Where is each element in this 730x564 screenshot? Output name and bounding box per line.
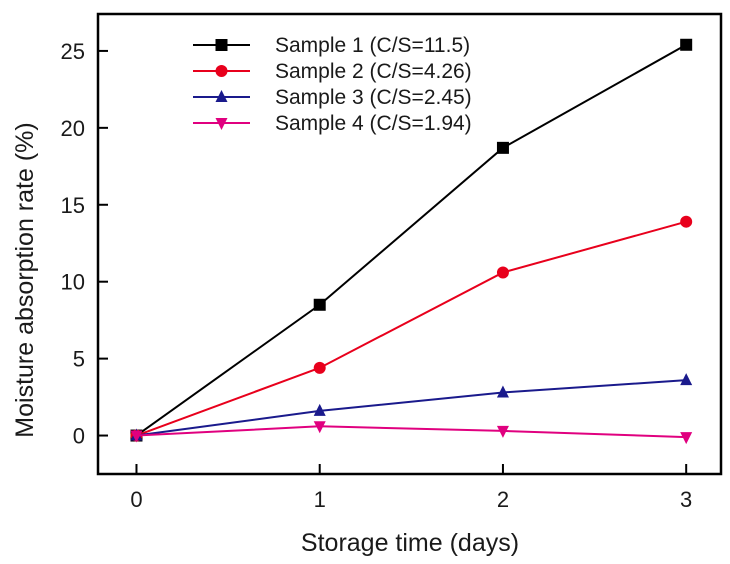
- legend-item: Sample 3 (C/S=2.45): [193, 86, 472, 109]
- x-axis-label: Storage time (days): [301, 529, 519, 557]
- y-tick-label: 5: [73, 347, 85, 372]
- data-point: [680, 373, 693, 386]
- data-point: [496, 425, 509, 438]
- legend-item: Sample 1 (C/S=11.5): [193, 34, 470, 57]
- data-point: [313, 403, 326, 416]
- y-tick-label: 25: [61, 39, 85, 64]
- plot-frame: [96, 12, 723, 476]
- y-axis: 0 5 10 15 20 25: [61, 39, 108, 449]
- series-2: [130, 215, 693, 442]
- series-line: [136, 379, 687, 437]
- legend-item: Sample 4 (C/S=1.94): [193, 112, 472, 135]
- y-tick-label: 15: [61, 193, 85, 218]
- y-axis-label: Moisture absorption rate (%): [11, 122, 39, 437]
- legend-marker: [215, 65, 228, 77]
- data-point: [496, 141, 509, 154]
- y-tick-label: 0: [73, 424, 85, 449]
- data-point: [313, 298, 326, 311]
- x-tick-label: 0: [130, 487, 142, 512]
- series-line: [136, 220, 687, 437]
- legend-label: Sample 2 (C/S=4.26): [275, 60, 472, 83]
- x-tick-label: 3: [680, 487, 692, 512]
- data-point: [130, 430, 143, 443]
- data-point: [680, 432, 693, 445]
- x-tick-label: 2: [497, 487, 509, 512]
- legend-label: Sample 1 (C/S=11.5): [275, 34, 470, 57]
- x-axis: 0 1 2 3: [130, 464, 692, 512]
- legend-marker: [215, 39, 228, 51]
- series-line: [135, 43, 687, 437]
- data-point: [313, 421, 326, 434]
- legend-label: Sample 3 (C/S=2.45): [275, 86, 472, 109]
- data-point: [496, 385, 509, 398]
- legend-item: Sample 2 (C/S=4.26): [193, 60, 472, 83]
- legend-label: Sample 4 (C/S=1.94): [275, 112, 472, 135]
- data-point: [680, 38, 693, 51]
- x-tick-label: 1: [314, 487, 326, 512]
- plot-area: [130, 38, 693, 445]
- data-point: [313, 361, 326, 374]
- legend-marker: [215, 118, 228, 130]
- data-point: [680, 215, 693, 228]
- series-4: [130, 421, 693, 445]
- legend-marker: [215, 90, 228, 102]
- y-tick-label: 20: [61, 116, 85, 141]
- series-line: [136, 425, 687, 439]
- legend: Sample 1 (C/S=11.5) Sample 2 (C/S=4.26) Sa…: [193, 34, 472, 135]
- data-point: [496, 266, 509, 279]
- y-tick-label: 10: [61, 270, 85, 295]
